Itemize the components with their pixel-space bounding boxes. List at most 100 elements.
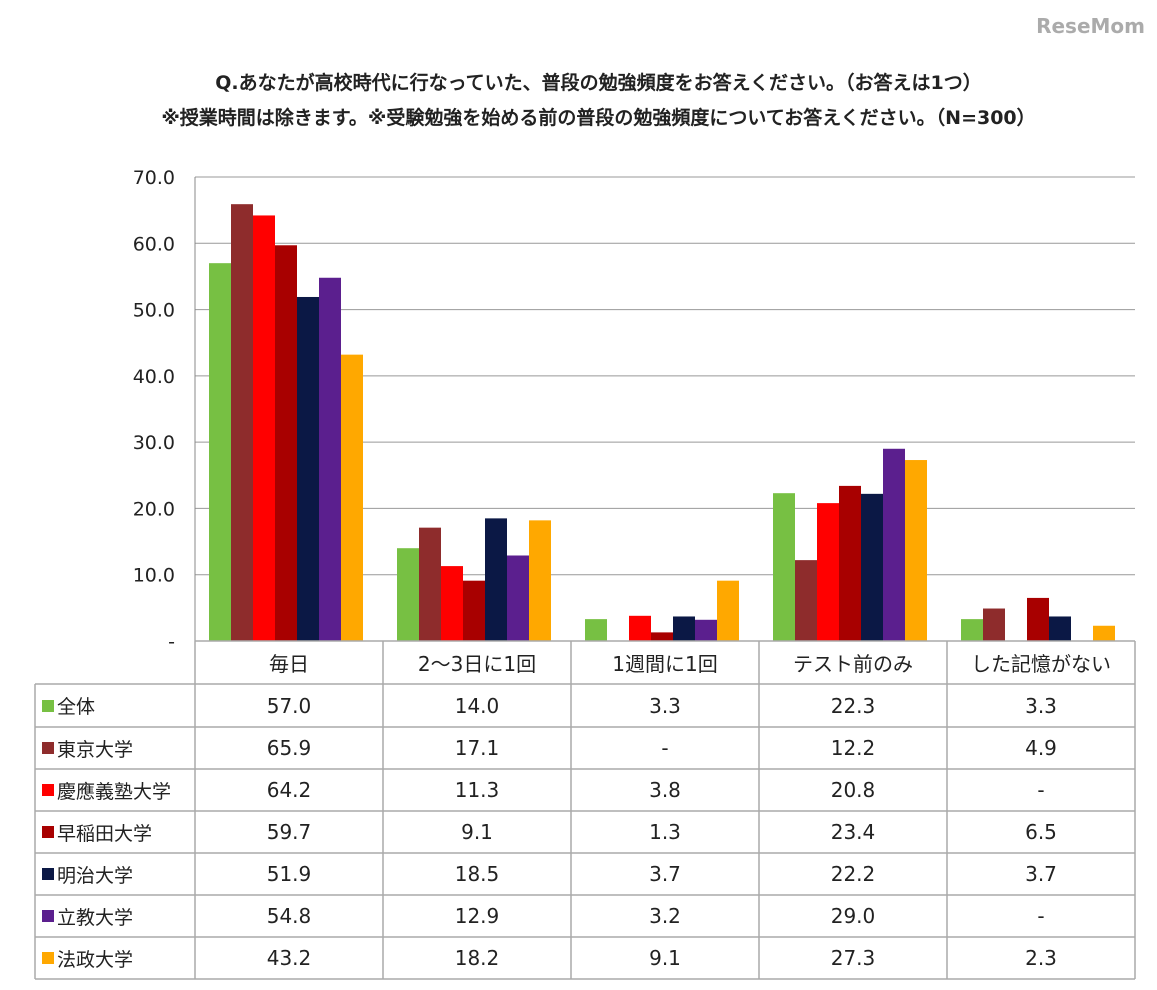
legend-swatch bbox=[42, 868, 54, 880]
data-label: 14.0 bbox=[454, 693, 500, 718]
bar bbox=[1027, 597, 1049, 641]
bar bbox=[297, 296, 319, 641]
data-label: 3.8 bbox=[649, 778, 681, 802]
data-label: 9.1 bbox=[461, 820, 493, 844]
data-label: 3.3 bbox=[1025, 693, 1057, 718]
data-label: 3.3 bbox=[649, 693, 681, 718]
bar bbox=[441, 566, 463, 641]
data-label: - bbox=[1037, 778, 1045, 802]
data-label: 3.7 bbox=[649, 862, 681, 886]
data-label: 18.5 bbox=[454, 862, 500, 886]
data-label: 20.8 bbox=[830, 778, 876, 802]
bar bbox=[507, 555, 529, 641]
legend-entry: 早稲田大学 bbox=[36, 811, 194, 853]
category-label: 1週間に1回 bbox=[612, 652, 718, 676]
bar bbox=[529, 520, 551, 641]
legend-swatch bbox=[42, 910, 54, 922]
legend-swatch bbox=[42, 784, 54, 796]
y-tick-label: - bbox=[168, 631, 175, 653]
bar bbox=[983, 608, 1005, 641]
data-label: 57.0 bbox=[266, 693, 312, 718]
legend-swatch bbox=[42, 699, 54, 712]
bar bbox=[209, 263, 231, 641]
bar bbox=[839, 485, 861, 641]
legend-entry: 慶應義塾大学 bbox=[36, 769, 194, 811]
series-name: 法政大学 bbox=[57, 948, 134, 971]
legend-entry: 法政大学 bbox=[36, 937, 194, 979]
watermark: ReseMom bbox=[1036, 14, 1145, 38]
data-label: 29.0 bbox=[830, 904, 876, 928]
legend-swatch bbox=[42, 826, 54, 838]
chart-title: Q.あなたが高校時代に行なっていた、普段の勉強頻度をお答えください。（お答えは1… bbox=[215, 72, 982, 94]
y-tick-label: 10.0 bbox=[133, 565, 175, 587]
y-tick-label: 50.0 bbox=[133, 300, 175, 322]
y-tick-label: 30.0 bbox=[133, 432, 175, 454]
legend-entry: 明治大学 bbox=[36, 853, 194, 895]
y-tick-label: 70.0 bbox=[133, 167, 175, 189]
bar bbox=[419, 527, 441, 641]
legend-entry: 全体 bbox=[36, 684, 194, 727]
data-label: 51.9 bbox=[266, 862, 312, 886]
legend-entry: 東京大学 bbox=[36, 727, 194, 769]
data-label: 22.2 bbox=[830, 862, 876, 886]
category-label: 毎日 bbox=[269, 652, 309, 676]
bar bbox=[695, 619, 717, 641]
data-label: 59.7 bbox=[266, 820, 312, 844]
bar bbox=[961, 619, 983, 641]
bar bbox=[253, 215, 275, 641]
series-name: 立教大学 bbox=[57, 906, 134, 929]
category-label: テスト前のみ bbox=[793, 652, 913, 676]
bar bbox=[319, 277, 341, 641]
data-label: 23.4 bbox=[830, 820, 876, 844]
bar bbox=[817, 503, 839, 641]
chart-subtitle: ※授業時間は除きます。※受験勉強を始める前の普段の勉強頻度についてお答えください… bbox=[161, 107, 1036, 129]
legend-swatch bbox=[42, 742, 54, 754]
data-label: 22.3 bbox=[830, 693, 876, 718]
bar bbox=[585, 619, 607, 641]
bar bbox=[651, 632, 673, 641]
category-label: した記憶がない bbox=[971, 652, 1111, 676]
bar bbox=[773, 493, 795, 641]
bar bbox=[717, 580, 739, 641]
legend-entry: 立教大学 bbox=[36, 895, 194, 937]
data-label: - bbox=[1037, 904, 1045, 928]
data-label: 2.3 bbox=[1025, 946, 1057, 970]
data-label: 9.1 bbox=[649, 946, 681, 970]
bar bbox=[673, 616, 695, 641]
data-label: 64.2 bbox=[266, 778, 312, 802]
bar bbox=[1093, 625, 1115, 641]
data-label: 18.2 bbox=[454, 946, 500, 970]
category-label: 2～3日に1回 bbox=[417, 652, 537, 676]
data-label: 11.3 bbox=[454, 778, 500, 802]
data-label: 43.2 bbox=[266, 946, 312, 970]
data-label: 65.9 bbox=[266, 736, 312, 760]
bar bbox=[463, 580, 485, 641]
data-label: 54.8 bbox=[266, 904, 312, 928]
series-name: 東京大学 bbox=[57, 738, 134, 761]
data-label: 3.2 bbox=[649, 904, 681, 928]
bar bbox=[231, 204, 253, 642]
data-label: 12.9 bbox=[454, 904, 500, 928]
bar bbox=[397, 548, 419, 641]
bar bbox=[1049, 616, 1071, 641]
data-label: 12.2 bbox=[830, 736, 876, 760]
bar bbox=[883, 448, 905, 641]
data-label: - bbox=[661, 736, 669, 760]
series-name: 明治大学 bbox=[57, 864, 134, 887]
data-label: 17.1 bbox=[454, 736, 500, 760]
y-tick-label: 60.0 bbox=[133, 233, 175, 255]
y-tick-label: 20.0 bbox=[133, 498, 175, 520]
bar bbox=[861, 493, 883, 641]
series-name: 全体 bbox=[57, 696, 96, 718]
bar bbox=[629, 615, 651, 641]
bar bbox=[275, 245, 297, 641]
series-name: 慶應義塾大学 bbox=[57, 780, 172, 803]
data-label: 27.3 bbox=[830, 946, 876, 970]
bar bbox=[341, 354, 363, 641]
data-label: 3.7 bbox=[1025, 862, 1057, 886]
data-label: 1.3 bbox=[649, 820, 681, 844]
bar bbox=[905, 460, 927, 641]
series-name: 早稲田大学 bbox=[57, 822, 153, 845]
data-label: 6.5 bbox=[1025, 820, 1057, 844]
